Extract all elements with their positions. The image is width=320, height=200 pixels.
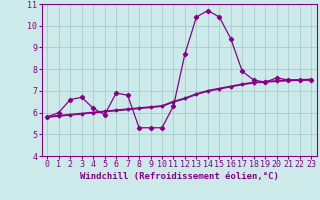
- X-axis label: Windchill (Refroidissement éolien,°C): Windchill (Refroidissement éolien,°C): [80, 172, 279, 181]
